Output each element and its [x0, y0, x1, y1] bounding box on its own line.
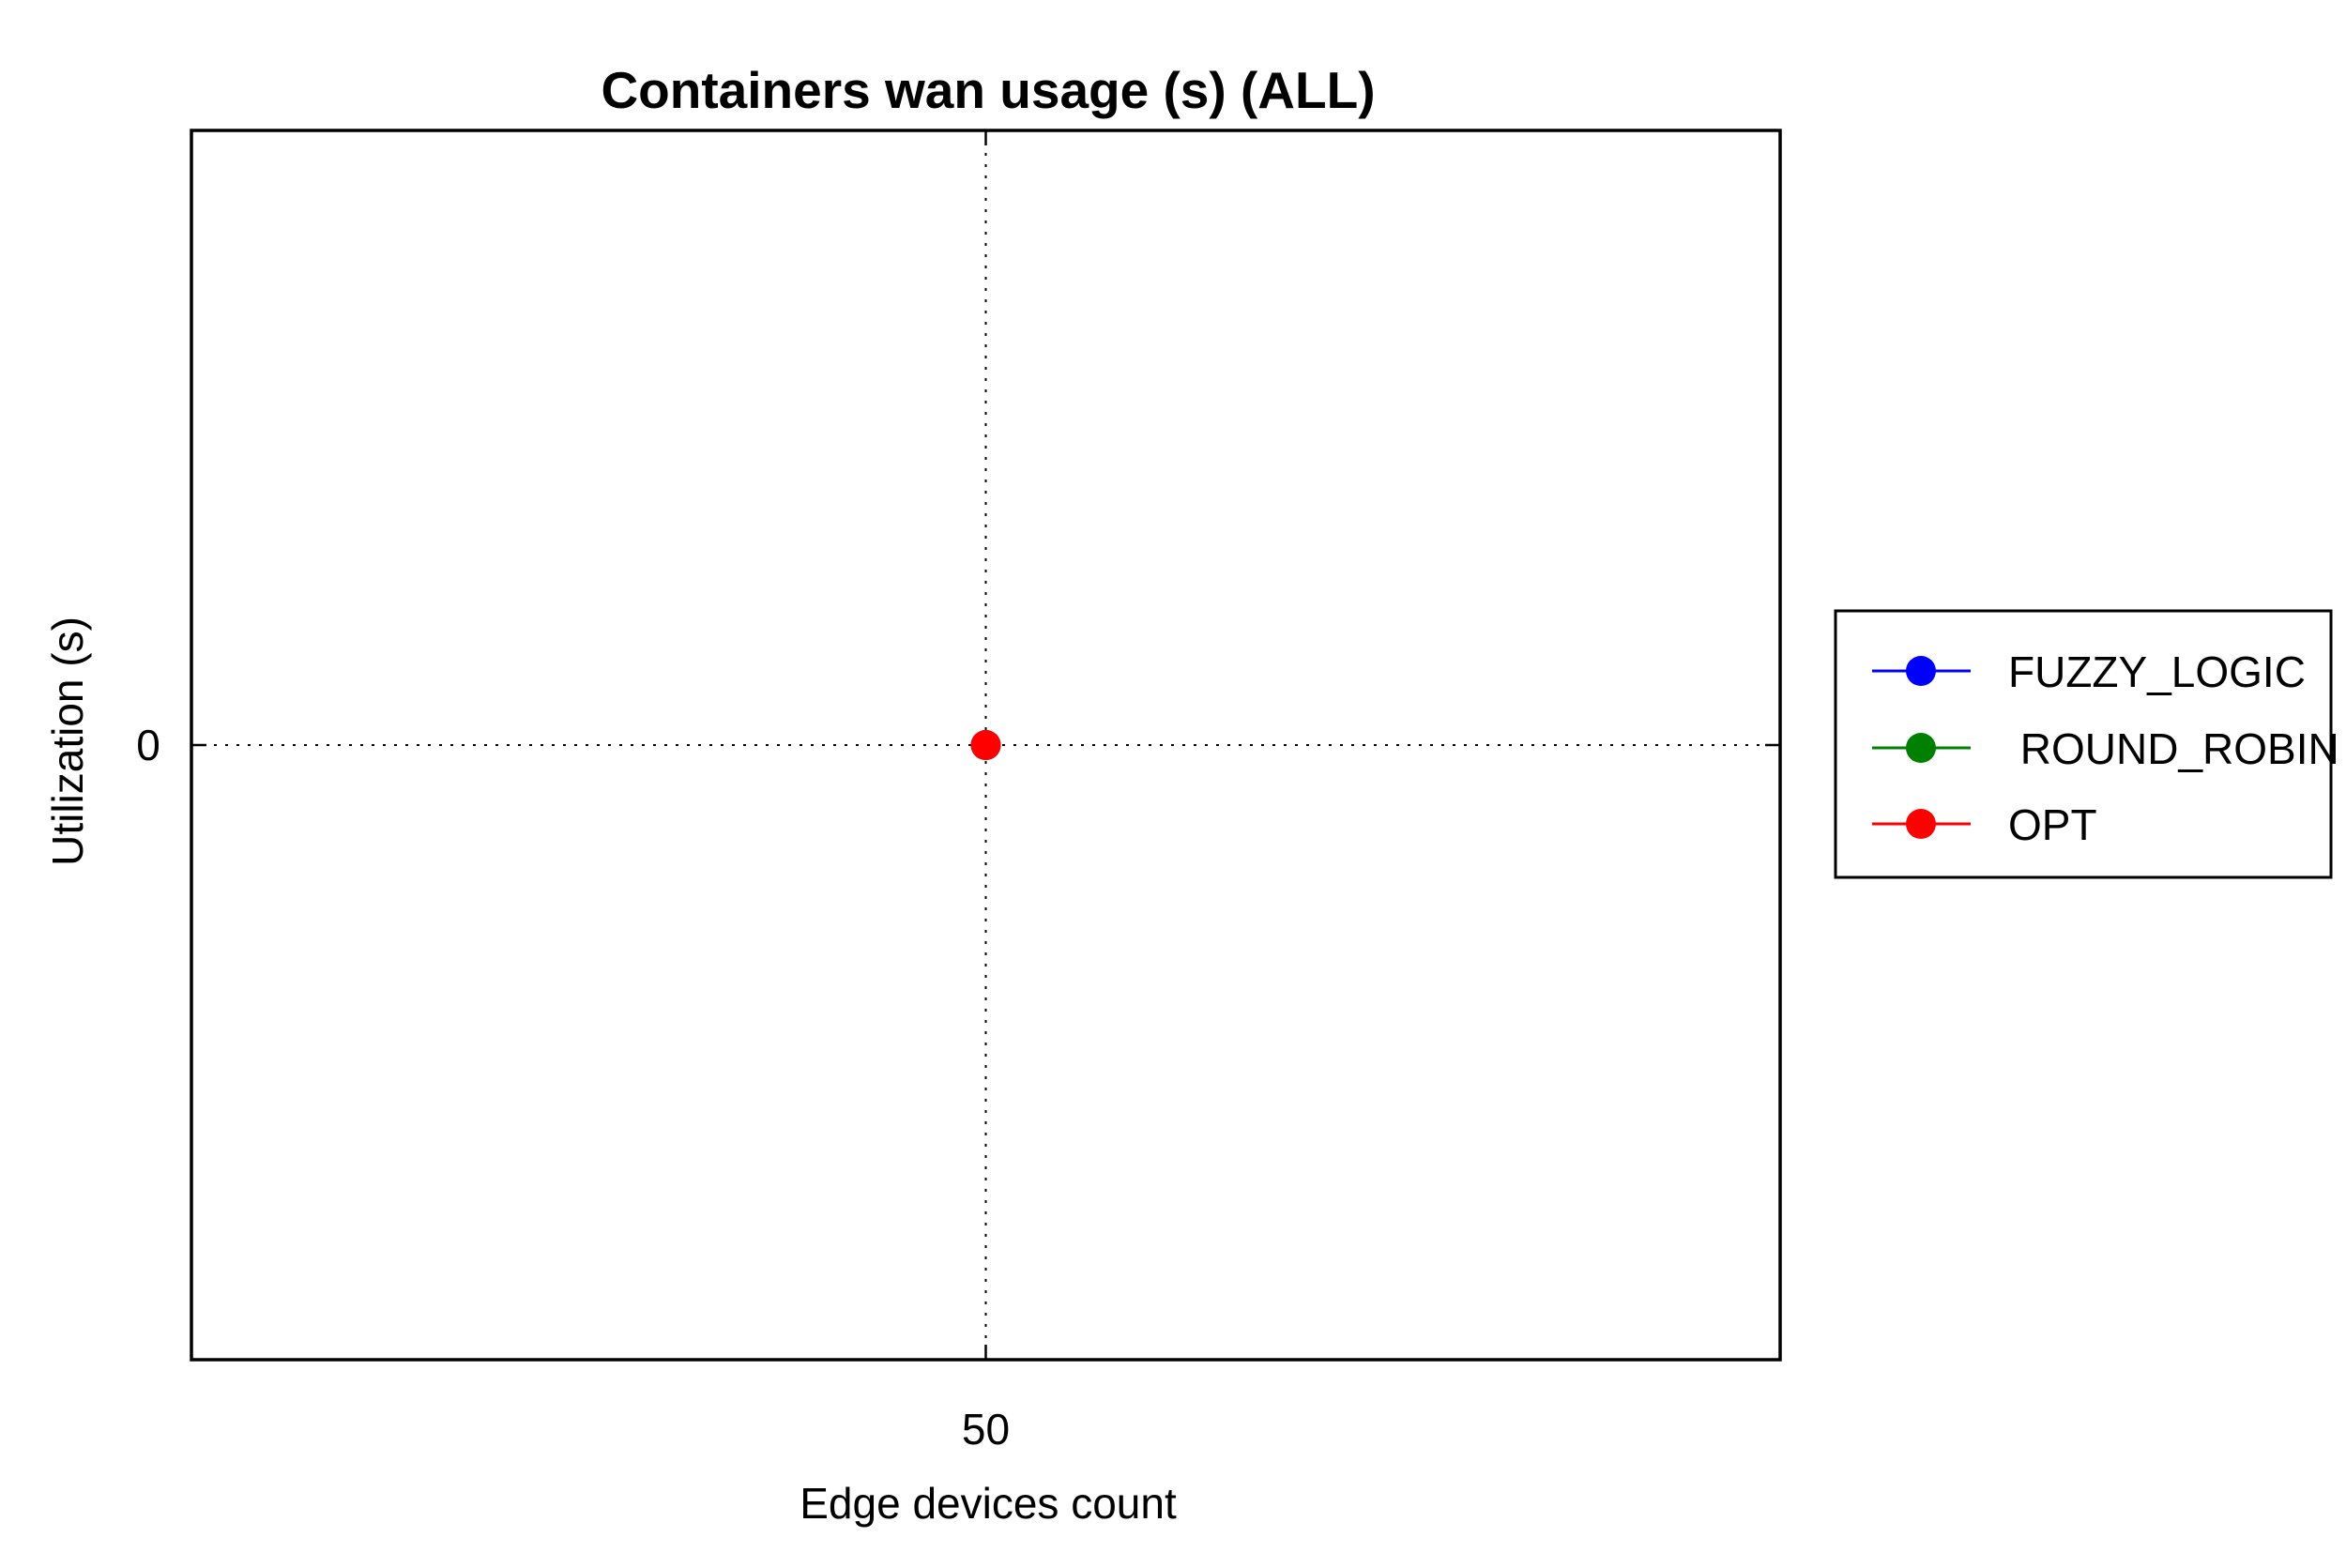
legend: FUZZY_LOGIC ROUND_ROBIN OPT: [1834, 609, 2339, 879]
legend-item: FUZZY_LOGIC: [1872, 647, 2306, 696]
legend-items: FUZZY_LOGIC ROUND_ROBIN OPT: [1872, 647, 2339, 849]
y-axis-label: Utilization (s): [43, 617, 92, 866]
legend-marker-swatch: [1906, 656, 1936, 686]
legend-label: FUZZY_LOGIC: [2008, 647, 2306, 696]
legend-label: ROUND_ROBIN: [2008, 724, 2339, 773]
grid-lines: [191, 130, 1780, 1360]
x-axis-label: Edge devices count: [800, 1479, 1177, 1528]
legend-marker-swatch: [1906, 733, 1936, 763]
y-tick-label: 0: [136, 721, 160, 769]
legend-item: ROUND_ROBIN: [1872, 724, 2339, 773]
series-opt: [970, 730, 1001, 760]
legend-marker-swatch: [1906, 809, 1936, 839]
data-series: [970, 730, 1001, 760]
chart-title: Containers wan usage (s) (ALL): [601, 61, 1375, 119]
legend-item: OPT: [1872, 800, 2097, 849]
axis-ticks: 50 0: [136, 130, 1780, 1454]
x-tick-label: 50: [962, 1405, 1010, 1454]
legend-label: OPT: [2008, 800, 2097, 849]
plot-area-frame: [190, 129, 1782, 1362]
data-point-marker: [970, 730, 1001, 760]
